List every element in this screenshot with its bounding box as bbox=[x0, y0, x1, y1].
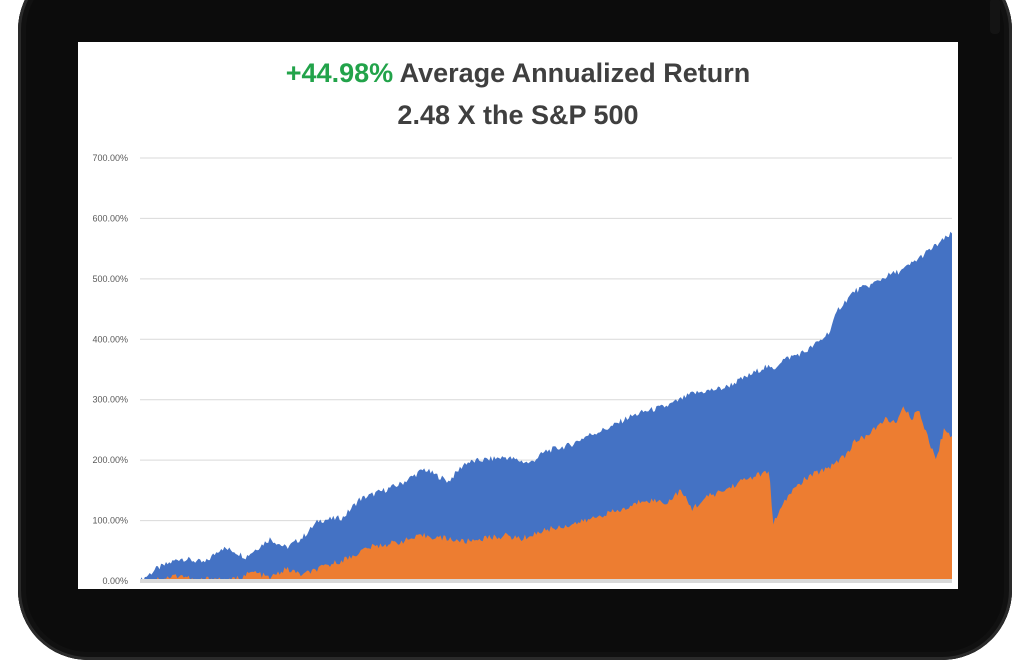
area-series-sp500 bbox=[140, 406, 952, 581]
x-axis-baseline bbox=[140, 579, 952, 583]
area-chart: 0.00% 100.00% 200.00% 300.00% 400.00% 500.00%… bbox=[92, 153, 952, 586]
y-tick-label: 300.00% bbox=[92, 395, 128, 405]
y-tick-label: 0.00% bbox=[102, 576, 128, 586]
tablet-screen: +44.98% Average Annualized Return 2.48 X… bbox=[78, 42, 958, 589]
chart-title-rest: Average Annualized Return bbox=[393, 58, 751, 88]
y-tick-label: 600.00% bbox=[92, 213, 128, 223]
y-tick-label: 200.00% bbox=[92, 455, 128, 465]
side-button bbox=[990, 0, 1000, 34]
y-tick-label: 100.00% bbox=[92, 516, 128, 526]
chart-title-line2: 2.48 X the S&P 500 bbox=[397, 100, 639, 130]
return-highlight: +44.98% bbox=[285, 58, 394, 88]
y-tick-label: 500.00% bbox=[92, 274, 128, 284]
y-tick-label: 700.00% bbox=[92, 153, 128, 163]
y-tick-label: 400.00% bbox=[92, 334, 128, 344]
chart-title-line1: +44.98% Average Annualized Return bbox=[78, 58, 958, 89]
